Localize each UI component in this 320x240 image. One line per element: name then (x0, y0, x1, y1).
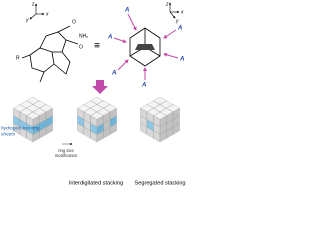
callout-text: hydrogen-bonding (1, 125, 40, 131)
stacks (13, 96, 180, 143)
atom-label: NH₂ (79, 33, 88, 39)
axis-label: y (175, 18, 179, 24)
molecule-right: A A A A A A (107, 8, 184, 89)
acceptor-label: A (179, 57, 184, 63)
cube-face (32, 115, 40, 128)
molecule-left: O NH₂ O R (16, 19, 88, 83)
acceptor-label: A (124, 8, 129, 14)
cube-face (159, 115, 167, 128)
acceptor-label: A (107, 35, 112, 41)
equivalence-sign: ≡ (94, 41, 100, 52)
cube-face (96, 115, 104, 128)
axis-label: z (31, 1, 35, 7)
atom-label: O (72, 19, 76, 25)
acceptor-label: A (111, 71, 116, 77)
down-arrow (92, 80, 108, 94)
acceptor-label: A (141, 83, 146, 89)
atom-label: R (16, 55, 20, 61)
axis-label: y (25, 17, 29, 23)
axes-right: z x y (165, 1, 184, 24)
axis-label: x (45, 11, 49, 17)
axes-left: z y x (25, 1, 49, 23)
atom-label: O (79, 44, 83, 50)
axis-label: z (165, 1, 169, 7)
figure: z y x O NH₂ O R ≡ z x y A A A A A (1, 1, 186, 186)
caption: Segregated stacking (135, 180, 186, 186)
axis-label: x (180, 9, 184, 15)
caption: Interdigitated stacking (69, 180, 123, 186)
callout-text: sheets (1, 131, 16, 137)
arrow-label: modification (55, 153, 78, 158)
acceptor-label: A (177, 26, 182, 32)
arrow-label: ring size (58, 148, 74, 153)
